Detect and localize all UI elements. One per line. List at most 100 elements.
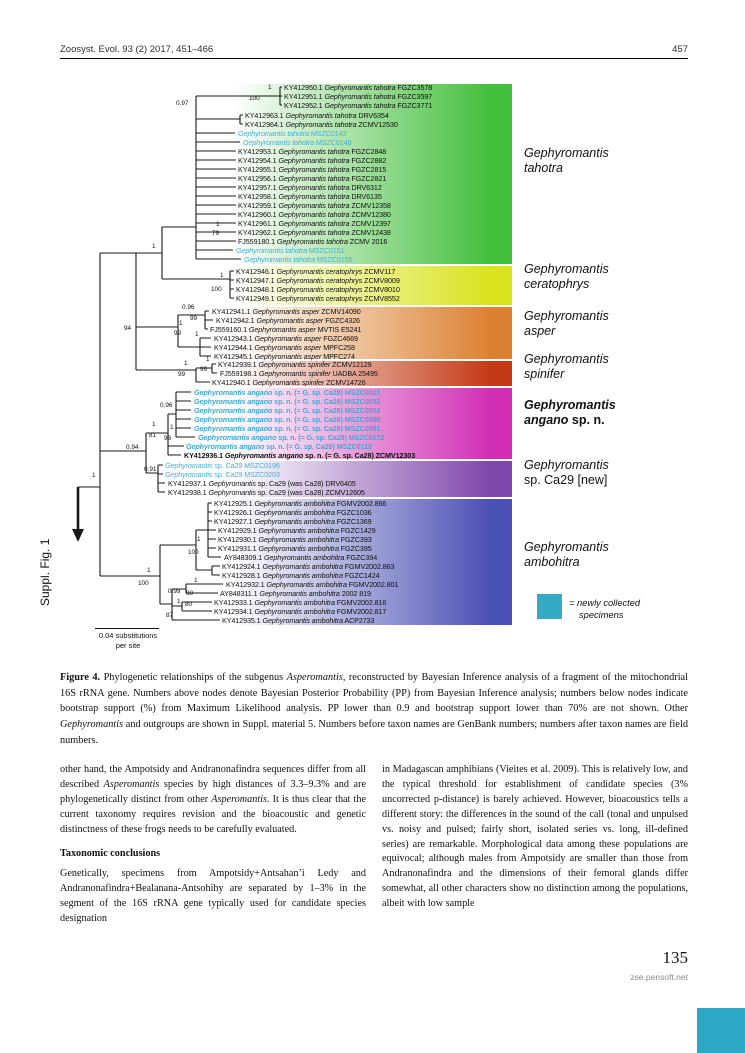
page-header: Zoosyst. Evol. 93 (2) 2017, 451–466 457 xyxy=(60,44,688,55)
publisher-corner-mark xyxy=(697,1008,745,1053)
node-support-label: 0.96 xyxy=(182,304,195,311)
taxon-label: KY412945.1 Gephyromantis asper MPFC274 xyxy=(214,351,355,361)
taxon-label: KY412951.1 Gephyromantis tahotra FGZC359… xyxy=(284,91,433,101)
section-heading: Taxonomic conclusions xyxy=(60,847,161,859)
taxon-label: KY412932.1 Gephyromantis ambohitra FGMV2… xyxy=(226,579,399,589)
node-support-label: 1 xyxy=(152,421,156,428)
node-support-label: 0.97 xyxy=(176,100,189,107)
node-support-label: 0.99 xyxy=(168,588,181,595)
node-support-label: 99 xyxy=(174,330,182,337)
paragraph: Genetically, specimens from Ampotsidy+An… xyxy=(60,868,366,925)
taxon-label: KY412950.1 Gephyromantis tahotra FGZC357… xyxy=(284,82,433,92)
taxon-label: KY412935.1 Gephyromantis ambohitra ACP27… xyxy=(222,615,375,625)
clade-highlight xyxy=(233,307,512,359)
node-support-label: 88 xyxy=(186,590,194,597)
node-support-label: 1 xyxy=(206,356,210,363)
body-column-left: other hand, the Ampotsidy and Andranonaf… xyxy=(60,763,366,927)
node-support-label: 1 xyxy=(147,567,151,574)
node-support-label: 98 xyxy=(164,435,172,442)
taxon-label: KY412940.1 Gephyromantis spinifer ZCMV14… xyxy=(212,377,366,387)
paragraph: other hand, the Ampotsidy and Andranonaf… xyxy=(60,764,366,835)
taxon-label: KY412964.1 Gephyromantis tahotra ZCMV125… xyxy=(245,119,398,129)
node-support-label: 1 xyxy=(170,424,174,431)
node-support-label: 100 xyxy=(188,549,199,556)
taxon-label: KY412943.1 Gephyromantis asper FGZC4669 xyxy=(214,333,358,343)
taxon-label: KY412931.1 Gephyromantis ambohitra FGZC3… xyxy=(218,543,372,553)
clade-name-label: Gephyromantis ceratophrys xyxy=(524,262,609,291)
taxon-label: KY412947.1 Gephyromantis ceratophrys ZCM… xyxy=(236,275,400,285)
taxon-label: Gephyromantis angano sp. n. (= G. sp. Ca… xyxy=(194,387,381,397)
node-support-label: 100 xyxy=(249,95,260,102)
taxon-label: KY412958.1 Gephyromantis tahotra DRV6135 xyxy=(238,191,382,201)
taxon-label: Gephyromantis angano sp. n. (= G. sp. Ca… xyxy=(198,432,385,442)
node-support-label: 94 xyxy=(124,325,132,332)
taxon-label: FJ559160.1 Gephyromantis asper MVTIS E52… xyxy=(210,324,362,334)
taxon-label: Gephyromantis angano sp. n. (= G. sp. Ca… xyxy=(194,405,381,415)
node-support-label: 1 xyxy=(177,598,181,605)
node-support-label: 1 xyxy=(194,577,198,584)
taxon-label: KY412942.1 Gephyromantis asper FGZC4326 xyxy=(216,315,360,325)
node-support-label: 99 xyxy=(178,371,186,378)
node-support-label: 1 xyxy=(195,331,199,338)
node-support-label: 87 xyxy=(166,612,174,619)
node-support-label: 100 xyxy=(211,286,222,293)
taxon-label: KY412954.1 Gephyromantis tahotra FGZC288… xyxy=(238,155,387,165)
node-support-label: 80 xyxy=(185,601,193,608)
taxon-label: AY848311.1 Gephyromantis ambohitra 2002 … xyxy=(220,588,371,598)
clade-name-label: Gephyromantis tahotra xyxy=(524,146,609,175)
taxon-label: KY412938.1 Gephyromantis sp. Ca29 (was C… xyxy=(168,487,365,497)
taxon-label: KY412929.1 Gephyromantis ambohitra FGZC1… xyxy=(218,525,376,535)
taxon-label: KY412934.1 Gephyromantis ambohitra FGMV2… xyxy=(214,606,387,616)
taxon-label: KY412949.1 Gephyromantis ceratophrys ZCM… xyxy=(236,293,400,303)
taxon-label: KY412956.1 Gephyromantis tahotra FGZC282… xyxy=(238,173,387,183)
taxon-label: KY412959.1 Gephyromantis tahotra ZCMV123… xyxy=(238,200,391,210)
taxon-label: KY412952.1 Gephyromantis tahotra FGZC377… xyxy=(284,100,433,110)
taxon-label: KY412925.1 Gephyromantis ambohitra FGMV2… xyxy=(214,498,387,508)
node-support-label: 1 xyxy=(268,84,272,91)
taxon-label: KY412944.1 Gephyromantis asper MPFC258 xyxy=(214,342,355,352)
node-support-label: 99 xyxy=(200,366,208,373)
taxon-label: FJ559180.1 Gephyromantis tahotra ZCMV 20… xyxy=(238,236,388,246)
header-page-number: 457 xyxy=(672,44,688,55)
publisher-site: zse.pensoft.net xyxy=(630,972,688,982)
legend-text: = newly collected specimens xyxy=(569,598,641,620)
header-rule xyxy=(60,58,688,59)
taxon-label: KY412927.1 Gephyromantis ambohitra FGZC1… xyxy=(214,516,372,526)
clade-highlight xyxy=(233,84,512,264)
folio-page-number: 135 xyxy=(662,948,689,967)
legend-swatch xyxy=(537,594,562,619)
clade-highlight xyxy=(233,499,512,625)
taxon-label: Gephyromantis tahotra MSZC0148 xyxy=(243,137,352,147)
node-support-label: 1 xyxy=(152,243,156,250)
taxon-label: KY412933.1 Gephyromantis ambohitra FGMV2… xyxy=(214,597,387,607)
clade-highlight xyxy=(233,361,512,386)
taxon-label: KY412930.1 Gephyromantis ambohitra FGZC3… xyxy=(218,534,372,544)
scale-bar-label: 0.04 substitutions per site xyxy=(98,631,158,650)
node-support-label: 0.94 xyxy=(126,444,139,451)
suppl-fig-label: Suppl. Fig. 1 xyxy=(38,538,52,606)
taxon-label: KY412941.1 Gephyromantis asper ZCMV14090 xyxy=(212,306,361,316)
taxon-label: Gephyromantis tahotra MSZC0155 xyxy=(244,254,353,264)
taxon-label: KY412937.1 Gephyromantis sp. Ca29 (was C… xyxy=(168,478,356,488)
taxon-label: Gephyromantis angano sp. n. (= G. sp. Ca… xyxy=(194,396,381,406)
suppl-arrow xyxy=(72,487,84,542)
taxon-label: KY412961.1 Gephyromantis tahotra ZCMV123… xyxy=(238,218,391,228)
figure-caption: Figure 4. Phylogenetic relationships of … xyxy=(60,672,688,746)
journal-citation: Zoosyst. Evol. 93 (2) 2017, 451–466 xyxy=(60,44,214,55)
taxon-label: KY412955.1 Gephyromantis tahotra FGZC281… xyxy=(238,164,387,174)
taxon-label: KY412926.1 Gephyromantis ambohitra FGZC1… xyxy=(214,507,372,517)
clade-highlight xyxy=(233,266,512,305)
taxon-label: KY412962.1 Gephyromantis tahotra ZCMV124… xyxy=(238,227,391,237)
node-support-label: 81 xyxy=(149,432,157,439)
clade-highlight xyxy=(233,388,512,459)
paragraph: in Madagascan amphibians (Vieites et al.… xyxy=(382,764,688,910)
node-support-label: 1 xyxy=(216,221,220,228)
clade-name-label: Gephyromantis spinifer xyxy=(524,352,609,381)
clade-name-label: Gephyromantis sp. Ca29 [new] xyxy=(524,458,609,487)
clade-name-label: Gephyromantis asper xyxy=(524,309,609,338)
taxon-label: KY412946.1 Gephyromantis ceratophrys ZCM… xyxy=(236,266,396,276)
taxon-label: Gephyromantis angano sp. n. (= G. sp. Ca… xyxy=(186,441,372,451)
node-support-label: 1 xyxy=(92,472,96,479)
clade-name-label: Gephyromantis ambohitra xyxy=(524,540,609,569)
taxon-label: Gephyromantis sp. Ca29 MSZC0203 xyxy=(165,469,280,479)
